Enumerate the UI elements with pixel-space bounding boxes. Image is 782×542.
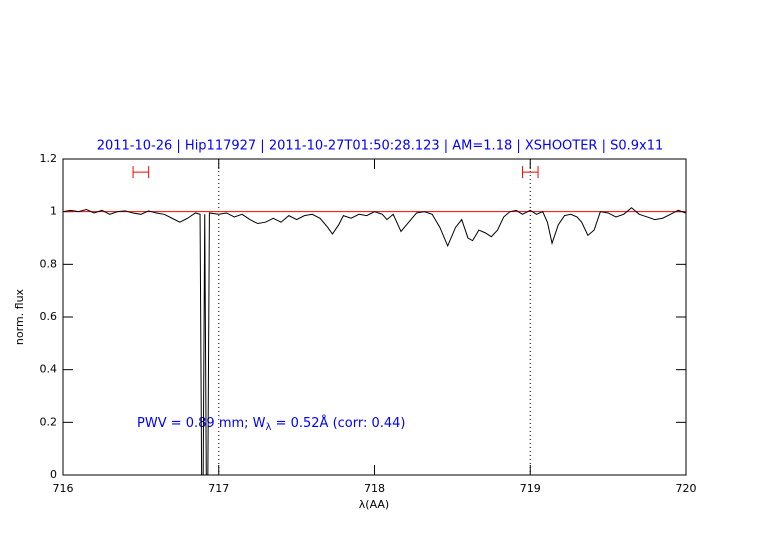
x-tick-label: 718 [364,482,385,495]
y-tick-label: 0 [50,468,57,481]
y-tick-label: 1 [50,205,57,218]
x-axis-label: λ(AA) [359,498,389,511]
y-tick-label: 0.6 [40,310,58,323]
y-tick-label: 0.8 [40,257,58,270]
y-tick-label: 1.2 [40,152,58,165]
y-tick-label: 0.4 [40,363,58,376]
spectrum-line [62,207,687,476]
annotation-subscript: λ [266,422,272,433]
y-tick-label: 0.2 [40,415,58,428]
y-axis-label: norm. flux [13,288,26,345]
annotation: PWV = 0.89 mm; Wλ = 0.52Å (corr: 0.44) [137,415,406,434]
annotation-text: = 0.52Å (corr: 0.44) [271,415,405,431]
x-tick-label: 719 [520,482,541,495]
range-marker [521,166,539,179]
chart-title: 2011-10-26 | Hip117927 | 2011-10-27T01:5… [97,139,664,154]
x-tick-label: 720 [676,482,697,495]
x-tick-label: 717 [208,482,229,495]
range-marker [132,166,150,179]
x-tick-label: 716 [53,482,74,495]
